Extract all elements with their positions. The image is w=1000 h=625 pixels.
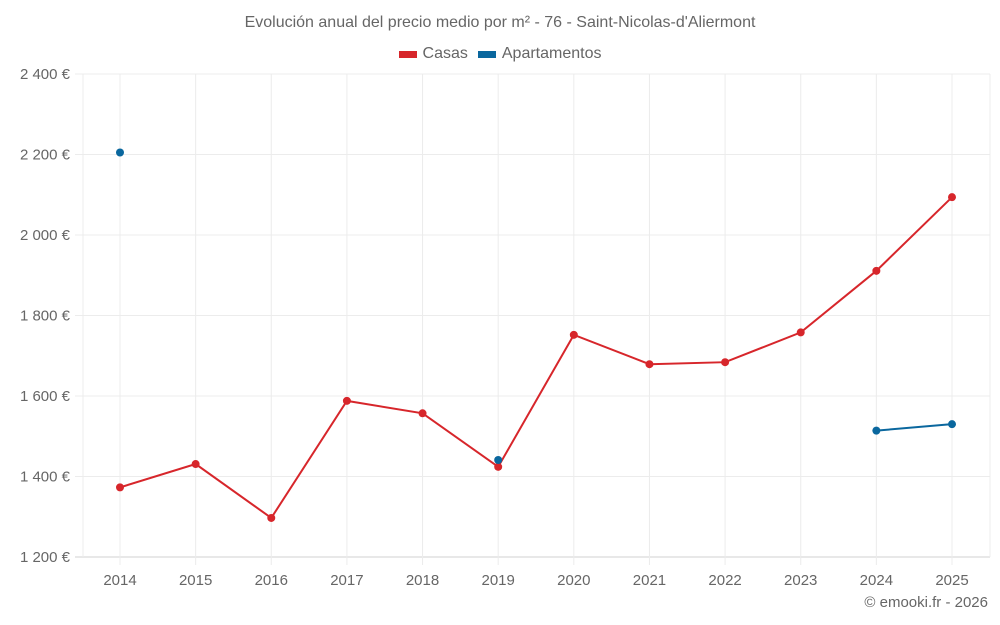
legend-item-apartamentos[interactable]: Apartamentos (477, 45, 602, 63)
data-point[interactable] (494, 462, 503, 471)
data-point[interactable] (267, 513, 276, 522)
data-point[interactable] (418, 409, 427, 418)
data-point[interactable] (645, 360, 654, 369)
y-tick-label: 1 800 € (20, 308, 71, 325)
data-point[interactable] (494, 455, 503, 464)
x-tick-label: 2019 (481, 572, 514, 589)
series-casas (116, 193, 956, 522)
x-tick-label: 2023 (784, 572, 817, 589)
legend-label-casas: Casas (422, 45, 468, 62)
x-tick-label: 2015 (179, 572, 212, 589)
y-tick-label: 2 000 € (20, 227, 71, 244)
chart-title: Evolución anual del precio medio por m² … (244, 14, 756, 31)
data-point[interactable] (872, 426, 881, 435)
x-tick-label: 2025 (935, 572, 968, 589)
y-tick-label: 2 400 € (20, 66, 71, 83)
x-tick-label: 2014 (103, 572, 136, 589)
data-point[interactable] (721, 358, 730, 367)
data-point[interactable] (948, 420, 956, 429)
apartamentos-swatch-icon (477, 50, 496, 58)
x-tick-label: 2018 (406, 572, 439, 589)
legend-label-apartamentos: Apartamentos (501, 45, 602, 62)
grid (75, 73, 991, 565)
y-tick-label: 2 200 € (20, 147, 71, 164)
y-tick-label: 1 600 € (20, 388, 71, 405)
data-point[interactable] (796, 328, 805, 337)
y-tick-label: 1 400 € (20, 469, 71, 486)
legend-item-casas[interactable]: Casas (398, 45, 468, 63)
y-tick-label: 1 200 € (20, 549, 71, 566)
copyright-credit: © emooki.fr - 2026 (864, 594, 988, 611)
x-tick-label: 2017 (330, 572, 363, 589)
data-point[interactable] (116, 148, 124, 157)
data-point[interactable] (948, 193, 956, 202)
data-point[interactable] (342, 396, 351, 405)
data-point[interactable] (191, 460, 200, 469)
data-point[interactable] (569, 330, 578, 339)
x-tick-label: 2024 (860, 572, 893, 589)
data-point[interactable] (872, 266, 881, 275)
x-tick-label: 2016 (255, 572, 288, 589)
x-tick-label: 2021 (633, 572, 666, 589)
data-point[interactable] (116, 483, 124, 492)
x-tick-label: 2022 (708, 572, 741, 589)
x-tick-label: 2020 (557, 572, 590, 589)
legend: Casas Apartamentos (0, 45, 1000, 63)
casas-swatch-icon (398, 50, 417, 58)
series-apartamentos (116, 148, 956, 464)
